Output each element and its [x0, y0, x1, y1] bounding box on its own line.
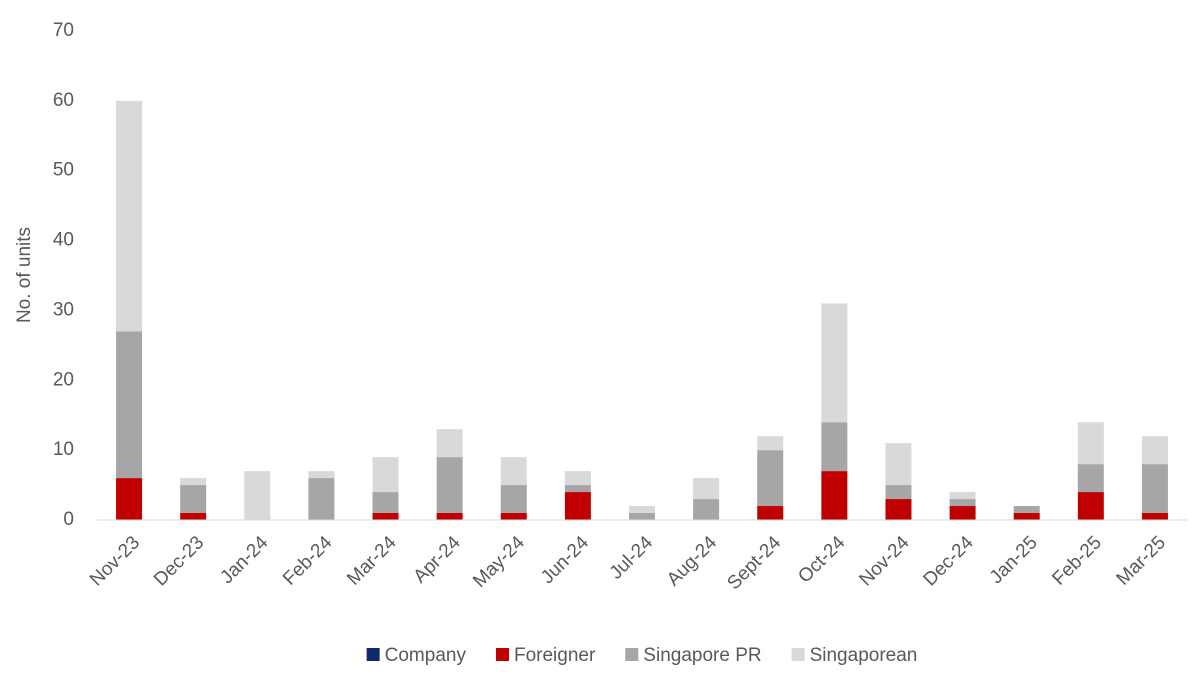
bar-segment: [821, 471, 848, 520]
y-tick-label: 20: [53, 369, 74, 390]
bar-segment: [757, 450, 784, 507]
bar-segment: [308, 471, 335, 479]
bar-segment: [564, 492, 591, 520]
bar-segment: [1013, 506, 1040, 514]
x-tick-label: Jul-24: [606, 532, 658, 584]
legend-label: Singapore PR: [643, 645, 761, 666]
bar-segment: [564, 471, 591, 486]
bar-segment: [372, 492, 399, 514]
x-tick-label: Oct-24: [794, 532, 849, 587]
bar-segment: [885, 485, 912, 500]
bar-segment: [436, 513, 463, 520]
bar-segment: [500, 457, 527, 486]
x-tick-label: Dec-24: [920, 532, 978, 590]
y-axis-title: No. of units: [14, 227, 35, 323]
legend-label: Company: [385, 645, 467, 666]
y-tick-label: 60: [53, 90, 74, 111]
bar-segment: [629, 513, 655, 520]
bar-segment: [244, 471, 271, 520]
bar-segment: [949, 492, 976, 500]
bar-segment: [372, 513, 399, 520]
x-tick-label: Feb-25: [1048, 532, 1105, 589]
legend-swatch: [366, 648, 380, 661]
x-tick-label: Mar-24: [343, 532, 401, 590]
bar-segment: [436, 457, 463, 514]
bar-segment: [1141, 436, 1168, 465]
bar-segment: [500, 485, 527, 514]
bar-segment: [116, 100, 143, 332]
x-tick-label: Sept-24: [723, 532, 785, 594]
x-tick-label: Apr-24: [410, 532, 465, 587]
bar-segment: [757, 506, 784, 520]
y-tick-label: 50: [53, 160, 74, 181]
y-tick-label: 0: [63, 509, 74, 530]
bar-segment: [1077, 422, 1104, 465]
bar-segment: [116, 478, 143, 520]
bar-segment: [1141, 464, 1168, 514]
bar-segment: [180, 478, 207, 486]
bar-segment: [821, 422, 848, 472]
y-tick-label: 40: [53, 230, 74, 251]
x-tick-label: Aug-24: [663, 532, 721, 590]
x-tick-label: Jan-24: [216, 532, 272, 588]
bar-segment: [1077, 492, 1104, 520]
bar-segment: [436, 429, 463, 458]
x-tick-label: Nov-23: [86, 532, 144, 590]
x-tick-label: Feb-24: [279, 532, 337, 590]
bar-segment: [1077, 464, 1104, 493]
bar-segment: [885, 443, 912, 486]
bar-segment: [308, 478, 335, 520]
bar-segment: [949, 499, 976, 507]
bar-segment: [372, 457, 399, 493]
bar-segment: [693, 499, 720, 520]
y-tick-label: 10: [53, 439, 74, 460]
bar-segment: [885, 499, 912, 520]
bar-segment: [949, 506, 976, 520]
bar-segment: [116, 331, 143, 479]
bar-segment: [1013, 513, 1040, 520]
legend-swatch: [495, 648, 509, 661]
bar-segment: [180, 513, 207, 520]
bar-segment: [757, 436, 784, 451]
x-tick-label: Jan-25: [986, 532, 1042, 588]
legend-label: Singaporean: [810, 645, 918, 666]
bar-segment: [629, 506, 655, 514]
legend-swatch: [791, 648, 805, 661]
x-tick-label: Jun-24: [537, 532, 593, 588]
y-tick-label: 30: [53, 299, 74, 320]
legend-label: Foreigner: [514, 645, 596, 666]
legend-swatch: [625, 648, 639, 661]
x-tick-label: Mar-25: [1113, 532, 1170, 589]
bar-segment: [180, 485, 207, 514]
bar-segment: [1141, 513, 1168, 520]
bar-segment: [500, 513, 527, 520]
x-tick-label: Nov-24: [855, 532, 913, 590]
x-tick-label: May-24: [469, 532, 529, 592]
bar-segment: [821, 303, 848, 423]
bar-segment: [564, 485, 591, 493]
x-tick-label: Dec-23: [150, 532, 208, 590]
y-tick-label: 70: [53, 20, 74, 41]
bar-segment: [693, 478, 720, 500]
